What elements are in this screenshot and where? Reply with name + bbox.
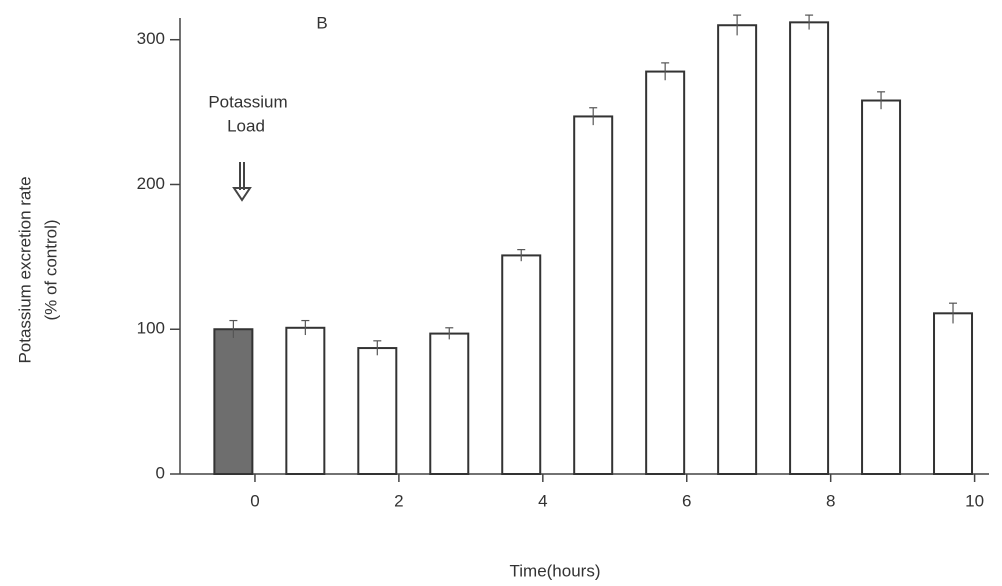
x-tick-label: 6 (682, 491, 691, 510)
bar (573, 115, 614, 475)
y-axis-label: (% of control) (41, 219, 60, 320)
arrow (232, 162, 252, 202)
y-axis-label: Potassium excretion rate (15, 176, 34, 363)
y-tick-label: 100 (137, 319, 165, 338)
annotation: Load (227, 116, 265, 135)
bar (213, 328, 254, 475)
bar (357, 347, 398, 475)
bar (861, 99, 902, 475)
annotation: Potassium (208, 92, 287, 111)
x-tick-label: 0 (250, 491, 259, 510)
bar (285, 326, 326, 475)
y-tick-label: 200 (137, 174, 165, 193)
panel-label: B (316, 13, 327, 32)
x-tick-label: 10 (965, 491, 984, 510)
bar (933, 312, 974, 476)
bar (501, 254, 542, 475)
x-axis-label: Time(hours) (510, 561, 601, 580)
arrow-head (232, 187, 252, 202)
bar (429, 332, 470, 476)
bar (789, 21, 830, 475)
bar (645, 70, 686, 476)
x-tick-label: 4 (538, 491, 547, 510)
x-tick-label: 8 (826, 491, 835, 510)
y-tick-label: 300 (137, 29, 165, 48)
y-tick-label: 0 (156, 463, 165, 482)
x-tick-label: 2 (394, 491, 403, 510)
bar (717, 24, 758, 475)
